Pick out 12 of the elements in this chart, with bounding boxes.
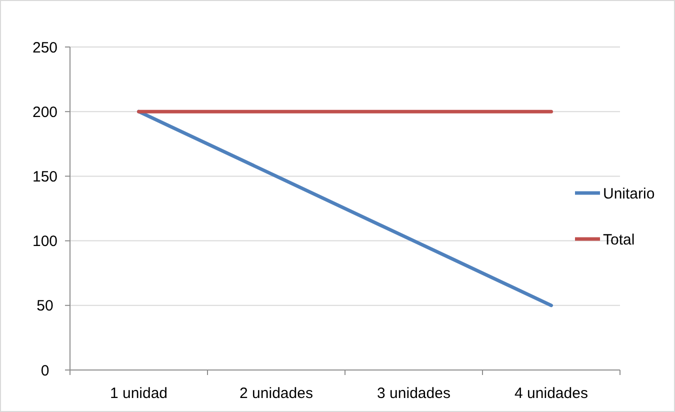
y-tick-label: 0 xyxy=(40,362,50,380)
y-tick-label: 150 xyxy=(32,168,58,186)
y-tick-label: 50 xyxy=(36,298,54,315)
x-tick-label: 1 unidad xyxy=(110,385,168,402)
legend-label: Total xyxy=(603,231,635,248)
y-tick-label: 250 xyxy=(32,39,58,56)
x-tick-label: 4 unidades xyxy=(514,385,588,402)
legend-label: Unitario xyxy=(603,185,655,202)
y-tick-label: 200 xyxy=(32,104,58,121)
x-tick-label: 2 unidades xyxy=(240,385,313,402)
x-tick-label: 3 unidades xyxy=(377,385,450,402)
y-tick-label: 100 xyxy=(32,233,58,250)
